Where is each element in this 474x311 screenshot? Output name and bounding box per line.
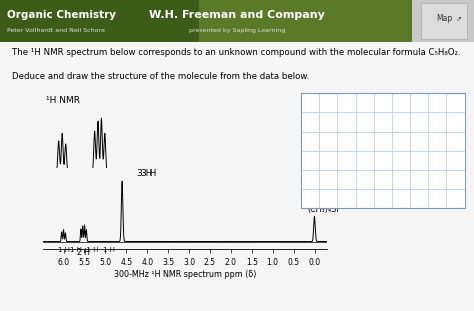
- FancyBboxPatch shape: [421, 3, 467, 39]
- Text: 1 H: 1 H: [57, 247, 70, 253]
- X-axis label: 300-MHz ¹H NMR spectrum ppm (δ): 300-MHz ¹H NMR spectrum ppm (δ): [114, 270, 256, 279]
- Text: Deduce and draw the structure of the molecule from the data below.: Deduce and draw the structure of the mol…: [12, 72, 309, 81]
- Bar: [199, 0, 465, 42]
- Text: Peter Vollhardt and Neil Schore: Peter Vollhardt and Neil Schore: [7, 28, 105, 33]
- Text: (CH₃)₄Si: (CH₃)₄Si: [307, 205, 338, 214]
- Text: ¹H NMR: ¹H NMR: [46, 96, 80, 105]
- Text: Organic Chemistry: Organic Chemistry: [7, 10, 116, 20]
- Text: 3 H: 3 H: [141, 169, 156, 178]
- Text: The ¹H NMR spectrum below corresponds to an unknown compound with the molecular : The ¹H NMR spectrum below corresponds to…: [12, 48, 460, 57]
- Text: 3 H: 3 H: [137, 169, 152, 179]
- Text: W.H. Freeman and Company: W.H. Freeman and Company: [149, 10, 325, 20]
- Text: Map: Map: [436, 14, 452, 23]
- Bar: [0, 0, 199, 42]
- Text: 2 H: 2 H: [77, 248, 90, 257]
- Text: presented by Sapling Learning: presented by Sapling Learning: [189, 28, 285, 33]
- Text: 1 H  1 H  1 H: 1 H 1 H 1 H: [70, 247, 115, 253]
- Bar: [412, 0, 474, 42]
- Text: ↗: ↗: [456, 16, 462, 22]
